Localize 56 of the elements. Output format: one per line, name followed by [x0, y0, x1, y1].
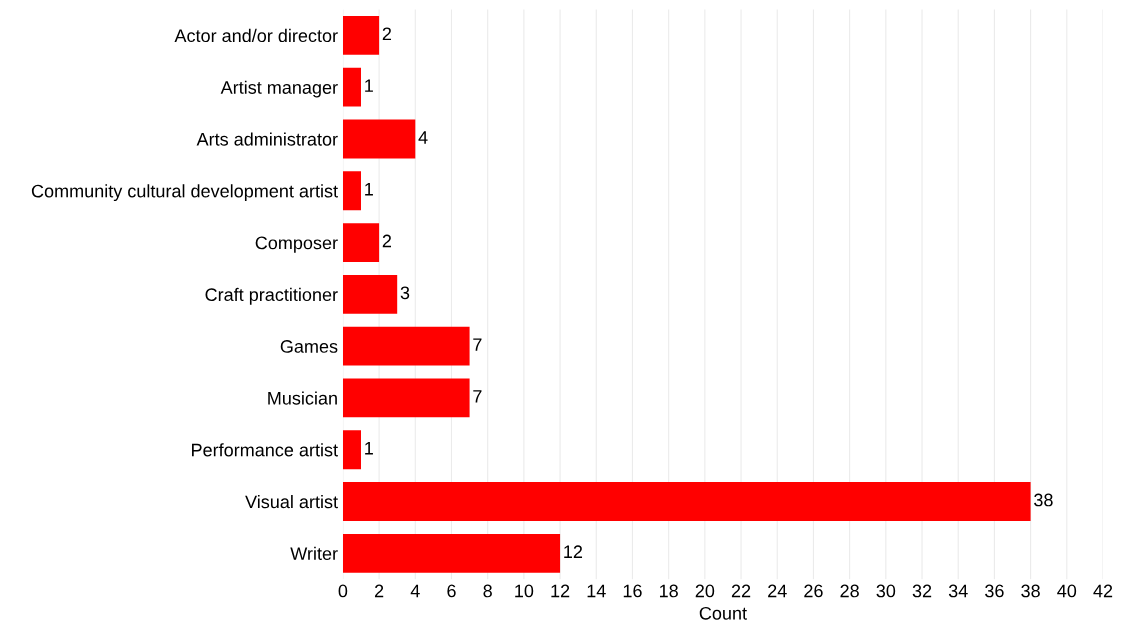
y-tick-label: Actor and/or director: [174, 28, 338, 43]
x-tick-label: 24: [768, 584, 787, 598]
y-tick-label: Arts administrator: [196, 132, 338, 146]
data-label: 3: [400, 286, 410, 300]
bar: [342, 430, 361, 470]
bar: [342, 223, 380, 262]
bar: [342, 533, 561, 573]
x-tick-label: 34: [948, 584, 968, 598]
bar: [342, 119, 416, 159]
data-label: 1: [365, 441, 373, 455]
y-tick-label: Artist manager: [220, 80, 338, 98]
y-tick-label: Performance artist: [192, 443, 338, 457]
data-label: 2: [382, 27, 392, 41]
x-tick-label: 22: [731, 584, 751, 598]
x-tick-label: 28: [840, 584, 859, 598]
bar: [342, 171, 361, 211]
data-label: 1: [365, 183, 373, 196]
y-tick-label: Writer: [290, 546, 338, 561]
y-tick-label: Craft practitioner: [205, 287, 338, 305]
x-tick-label: 6: [447, 584, 456, 598]
x-tick-label: 12: [551, 584, 570, 598]
bar: [342, 15, 380, 55]
x-tick-label: 20: [695, 584, 715, 598]
data-label: 4: [418, 131, 428, 144]
x-tick-label: 8: [483, 584, 492, 598]
x-tick-label: 0: [338, 584, 348, 598]
data-label: 2: [382, 234, 392, 248]
data-label: 12: [564, 545, 583, 558]
y-tick-label: Visual artist: [245, 494, 338, 509]
x-tick-label: 32: [912, 584, 932, 598]
bar: [342, 326, 470, 366]
data-label: 1: [365, 79, 373, 92]
data-label: 38: [1034, 493, 1053, 507]
bar: [342, 378, 470, 418]
y-tick-label: Composer: [255, 236, 338, 253]
x-tick-label: 16: [623, 584, 642, 598]
data-label: 7: [473, 338, 482, 351]
x-tick-label: 42: [1093, 584, 1113, 598]
x-tick-label: 40: [1057, 584, 1077, 598]
x-tick-label: 2: [374, 584, 384, 598]
y-tick-label: Games: [280, 340, 338, 353]
x-tick-label: 18: [659, 584, 678, 598]
x-tick-label: 30: [876, 584, 896, 598]
y-tick-label: Musician: [268, 391, 337, 405]
bar: [342, 67, 361, 107]
data-label: 7: [473, 390, 482, 403]
x-tick-label: 36: [985, 584, 1004, 598]
bar: [342, 274, 398, 314]
y-tick-label: Community cultural development artist: [31, 184, 338, 202]
x-tick-label: 26: [804, 584, 823, 598]
bar: [342, 482, 1031, 521]
x-tick-label: 38: [1021, 584, 1040, 598]
x-tick-label: 14: [587, 584, 606, 598]
x-axis-title: Count: [699, 606, 747, 620]
x-tick-label: 4: [410, 584, 420, 598]
x-tick-label: 10: [515, 584, 534, 598]
